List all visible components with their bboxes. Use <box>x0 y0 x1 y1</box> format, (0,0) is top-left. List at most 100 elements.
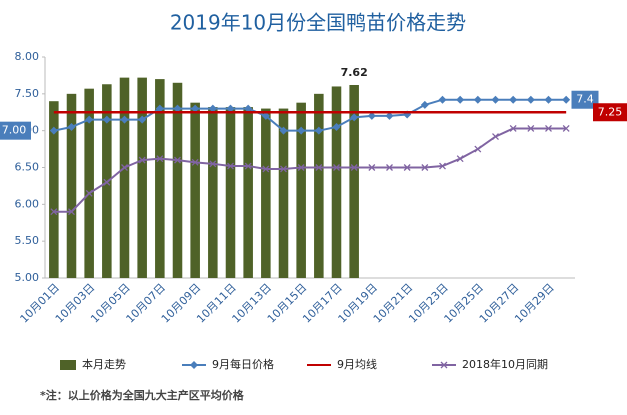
marker <box>50 208 58 216</box>
marker <box>403 164 411 171</box>
bar <box>119 77 130 278</box>
y-tick-label: 7.50 <box>15 87 40 100</box>
bar <box>331 86 342 278</box>
marker <box>244 162 252 170</box>
marker <box>526 95 535 104</box>
marker <box>527 124 535 132</box>
marker <box>103 178 111 186</box>
marker <box>562 95 571 104</box>
data-label-box <box>593 103 627 122</box>
marker <box>367 111 376 120</box>
marker <box>156 155 164 163</box>
legend-marker <box>440 361 448 369</box>
bar <box>172 82 183 279</box>
marker <box>439 162 446 170</box>
marker <box>473 95 482 104</box>
marker <box>138 156 146 164</box>
marker <box>333 164 340 171</box>
marker <box>138 115 147 124</box>
data-label: 7.62 <box>341 66 368 79</box>
marker <box>509 95 518 104</box>
bar <box>261 108 271 278</box>
data-label: 7.4 <box>576 93 594 106</box>
bar <box>137 77 147 278</box>
marker <box>191 158 199 166</box>
line <box>53 98 567 132</box>
marker <box>474 145 482 153</box>
legend-label: 9月每日价格 <box>212 357 274 371</box>
data-label-box <box>0 121 31 140</box>
legend-marker <box>190 361 198 369</box>
marker <box>332 122 341 131</box>
legend-label: 2018年10月同期 <box>462 357 548 371</box>
marker <box>350 113 359 122</box>
marker <box>421 164 429 171</box>
bar <box>349 84 359 278</box>
marker <box>121 164 128 171</box>
marker <box>368 164 376 171</box>
bar <box>314 93 324 278</box>
marker <box>227 162 234 170</box>
y-tick-label: 6.50 <box>15 161 40 174</box>
bar <box>243 107 253 279</box>
marker <box>68 208 75 216</box>
marker <box>438 95 447 104</box>
marker <box>456 155 464 163</box>
bar <box>225 107 236 279</box>
note: *注：以上价格为全国九大主产区平均价格 <box>40 388 245 402</box>
marker <box>314 126 323 135</box>
y-tick-label: 5.00 <box>15 271 40 284</box>
marker <box>544 95 553 104</box>
marker <box>209 160 217 168</box>
chart-title: 2019年10月份全国鸭苗价格走势 <box>170 11 466 35</box>
marker <box>315 164 323 171</box>
bar <box>296 102 306 278</box>
marker <box>120 115 129 124</box>
marker <box>155 104 164 113</box>
marker <box>279 126 288 135</box>
marker <box>545 124 552 132</box>
marker <box>297 164 305 171</box>
y-tick-label: 5.50 <box>15 234 40 247</box>
bar <box>49 101 59 278</box>
marker <box>173 104 182 113</box>
bar <box>208 107 218 279</box>
bar <box>155 79 165 278</box>
marker <box>262 165 270 173</box>
marker <box>174 156 181 164</box>
marker <box>492 133 499 141</box>
marker <box>261 111 270 120</box>
marker <box>208 104 217 113</box>
marker <box>226 104 235 113</box>
marker <box>297 126 306 135</box>
marker <box>456 95 465 104</box>
marker <box>244 104 253 113</box>
line <box>53 127 567 213</box>
marker <box>350 164 358 171</box>
bar <box>84 88 94 278</box>
data-label: 7.00 <box>2 124 27 137</box>
bar <box>190 102 200 278</box>
marker <box>67 122 76 131</box>
data-label-box <box>571 90 599 109</box>
legend-label: 9月均线 <box>337 357 377 371</box>
marker <box>49 126 58 135</box>
data-label: 7.25 <box>598 105 623 118</box>
marker <box>491 95 500 104</box>
bar <box>66 93 77 278</box>
marker <box>420 100 429 109</box>
y-tick-label: 6.00 <box>15 197 40 210</box>
marker <box>386 164 393 171</box>
marker <box>191 104 200 113</box>
bar <box>278 108 289 278</box>
legend-swatch <box>60 360 76 370</box>
y-tick-label: 8.00 <box>15 50 40 63</box>
marker <box>509 124 517 132</box>
marker <box>562 124 570 132</box>
legend-label: 本月走势 <box>82 357 126 371</box>
marker <box>85 189 93 197</box>
marker <box>280 165 287 173</box>
marker <box>85 115 94 124</box>
marker <box>102 115 111 124</box>
